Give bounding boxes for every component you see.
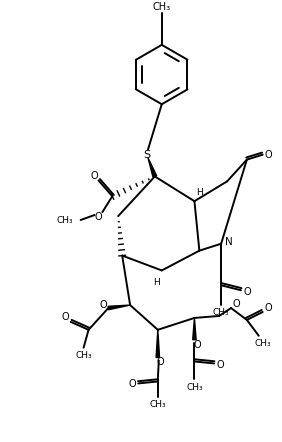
Text: CH₃: CH₃ <box>186 383 203 392</box>
Text: O: O <box>91 171 98 182</box>
Polygon shape <box>156 330 160 358</box>
Polygon shape <box>108 305 130 310</box>
Text: O: O <box>193 339 201 350</box>
Text: O: O <box>62 312 70 322</box>
Text: CH₃: CH₃ <box>213 309 230 317</box>
Polygon shape <box>148 158 157 177</box>
Text: S: S <box>143 150 151 160</box>
Text: H: H <box>153 278 160 287</box>
Text: CH₃: CH₃ <box>153 2 171 12</box>
Text: CH₃: CH₃ <box>149 400 166 409</box>
Text: O: O <box>100 300 107 310</box>
Text: CH₃: CH₃ <box>254 339 271 348</box>
Text: H: H <box>196 188 203 197</box>
Text: O: O <box>128 379 136 389</box>
Polygon shape <box>193 318 196 340</box>
Text: O: O <box>157 358 165 367</box>
Text: CH₃: CH₃ <box>75 351 92 360</box>
Text: O: O <box>232 299 240 309</box>
Text: O: O <box>95 212 102 222</box>
Text: O: O <box>243 287 251 297</box>
Text: O: O <box>216 360 224 370</box>
Text: N: N <box>225 237 233 247</box>
Text: CH₃: CH₃ <box>56 217 73 225</box>
Text: O: O <box>265 303 272 313</box>
Text: O: O <box>265 150 272 160</box>
